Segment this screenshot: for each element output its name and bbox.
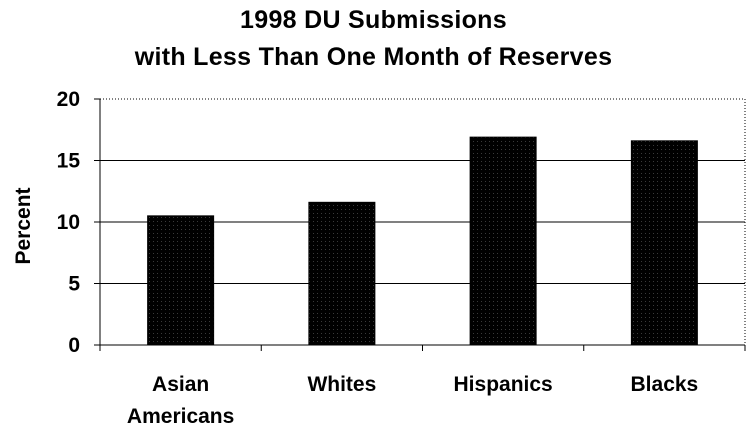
x-category-label: Whites <box>307 373 376 396</box>
y-tick-label: 15 <box>57 150 81 173</box>
x-category-labels: Asian Americans Whites Hispanics Blacks <box>127 373 698 428</box>
y-tick-labels: 0 5 10 15 20 <box>57 88 81 357</box>
chart-title-line-2: with Less Than One Month of Reserves <box>134 43 613 71</box>
x-category-label: Americans <box>127 405 234 428</box>
y-tick-label: 5 <box>68 273 80 296</box>
y-axis-label: Percent <box>12 187 35 264</box>
y-tick-label: 0 <box>68 334 80 357</box>
bar <box>469 136 537 346</box>
bar <box>308 201 376 346</box>
x-category-label: Blacks <box>631 373 699 396</box>
x-category-label: Hispanics <box>454 373 553 396</box>
bar <box>147 215 215 346</box>
chart-title-line-1: 1998 DU Submissions <box>240 6 507 34</box>
axes <box>94 98 746 351</box>
y-tick-label: 10 <box>57 211 80 234</box>
bar <box>630 140 698 346</box>
x-category-label: Asian <box>152 373 209 396</box>
y-tick-label: 20 <box>57 88 80 111</box>
bars <box>147 136 698 346</box>
